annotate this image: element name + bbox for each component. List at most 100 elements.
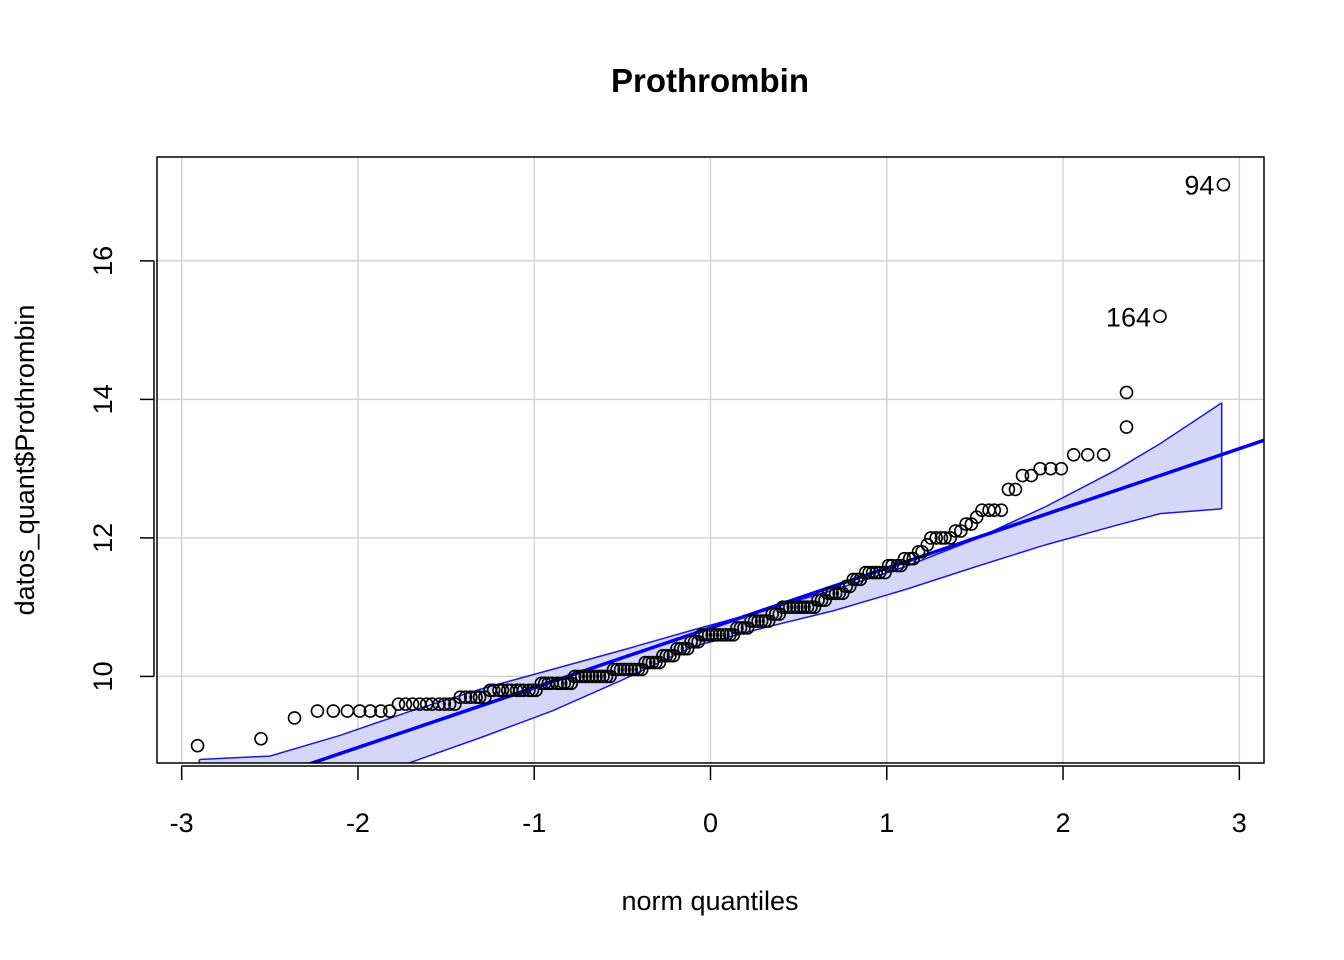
data-point bbox=[751, 614, 765, 628]
data-point bbox=[705, 628, 720, 642]
data-point bbox=[684, 634, 698, 649]
data-point bbox=[858, 565, 873, 580]
data-point bbox=[564, 676, 579, 691]
y-axis-label: datos_quant$Prothrombin bbox=[10, 305, 40, 616]
data-point bbox=[673, 641, 688, 656]
point-label: 164 bbox=[1106, 302, 1151, 332]
data-point bbox=[754, 614, 769, 628]
data-point bbox=[938, 531, 952, 545]
x-tick-label: -1 bbox=[522, 808, 546, 838]
data-point bbox=[948, 524, 963, 538]
data-point bbox=[800, 600, 815, 614]
y-tick-label: 10 bbox=[88, 661, 118, 691]
data-point bbox=[818, 593, 832, 608]
data-point bbox=[790, 600, 804, 614]
data-point bbox=[687, 634, 702, 649]
data-point bbox=[1119, 420, 1134, 434]
data-point bbox=[1119, 385, 1134, 400]
data-point bbox=[835, 586, 850, 601]
data-point bbox=[825, 586, 839, 601]
data-point bbox=[550, 676, 564, 691]
data-point bbox=[571, 669, 586, 684]
data-point bbox=[878, 565, 892, 580]
data-point bbox=[575, 669, 589, 684]
data-point bbox=[994, 503, 1009, 518]
data-point bbox=[642, 655, 656, 670]
data-point bbox=[670, 641, 684, 656]
reference-line bbox=[306, 438, 1264, 763]
data-point bbox=[525, 683, 540, 698]
data-point bbox=[553, 676, 568, 691]
data-point bbox=[567, 669, 582, 684]
data-point bbox=[442, 697, 457, 711]
data-point bbox=[987, 503, 1002, 518]
data-point bbox=[1015, 468, 1030, 483]
data-point bbox=[534, 676, 549, 691]
data-point bbox=[1054, 461, 1069, 476]
data-point bbox=[730, 621, 744, 635]
data-point bbox=[842, 579, 857, 594]
data-point bbox=[352, 704, 367, 718]
chart-title: Prothrombin bbox=[611, 62, 809, 99]
data-point bbox=[596, 669, 610, 684]
plot-frame bbox=[156, 156, 1265, 764]
grid-lines bbox=[157, 157, 1264, 763]
data-point bbox=[472, 690, 487, 705]
data-point bbox=[719, 628, 734, 642]
data-point bbox=[934, 531, 949, 545]
data-point bbox=[779, 600, 794, 614]
data-point bbox=[254, 731, 268, 746]
data-point bbox=[775, 600, 790, 614]
data-point bbox=[902, 551, 917, 566]
data-point bbox=[458, 690, 473, 705]
data-point bbox=[846, 572, 861, 587]
data-point bbox=[807, 600, 822, 614]
data-point bbox=[804, 600, 818, 614]
data-point bbox=[326, 704, 341, 718]
x-tick-label: 2 bbox=[1056, 808, 1071, 838]
data-point bbox=[890, 558, 905, 573]
data-point bbox=[716, 628, 730, 642]
y-tick-label: 12 bbox=[88, 523, 118, 553]
data-point bbox=[649, 655, 663, 670]
x-axis: -3 -2 -1 0 1 2 3 bbox=[170, 765, 1247, 838]
data-point bbox=[1001, 482, 1016, 497]
data-point bbox=[560, 676, 575, 691]
data-point bbox=[814, 593, 829, 608]
data-point bbox=[613, 662, 628, 677]
data-point bbox=[437, 697, 452, 711]
data-point bbox=[340, 704, 355, 718]
data-point bbox=[589, 669, 603, 684]
data-point bbox=[363, 704, 378, 718]
data-point bbox=[645, 655, 660, 670]
data-point bbox=[624, 662, 638, 677]
point-label: 94 bbox=[1184, 171, 1214, 201]
data-point bbox=[911, 544, 926, 559]
data-point bbox=[712, 628, 727, 642]
data-point bbox=[723, 628, 737, 642]
data-point bbox=[585, 669, 600, 684]
data-point bbox=[708, 628, 723, 642]
data-point bbox=[453, 690, 467, 705]
data-point bbox=[617, 662, 631, 677]
x-axis-label: norm quantiles bbox=[621, 886, 798, 916]
data-point bbox=[603, 669, 617, 684]
data-point bbox=[786, 600, 801, 614]
x-tick-label: -2 bbox=[346, 808, 370, 838]
data-point bbox=[694, 628, 709, 642]
data-point bbox=[924, 531, 938, 545]
data-point bbox=[811, 593, 825, 608]
data-point bbox=[733, 621, 748, 635]
data-point bbox=[398, 697, 413, 711]
data-point bbox=[1043, 461, 1058, 476]
data-point bbox=[1033, 461, 1047, 476]
data-point bbox=[486, 683, 501, 698]
data-point bbox=[765, 607, 779, 621]
data-point bbox=[885, 558, 899, 573]
data-point bbox=[761, 614, 776, 628]
data-point bbox=[1216, 177, 1231, 192]
point-labels: 164 94 bbox=[1106, 171, 1215, 333]
reference-line-path bbox=[306, 438, 1264, 763]
data-point bbox=[726, 628, 741, 642]
